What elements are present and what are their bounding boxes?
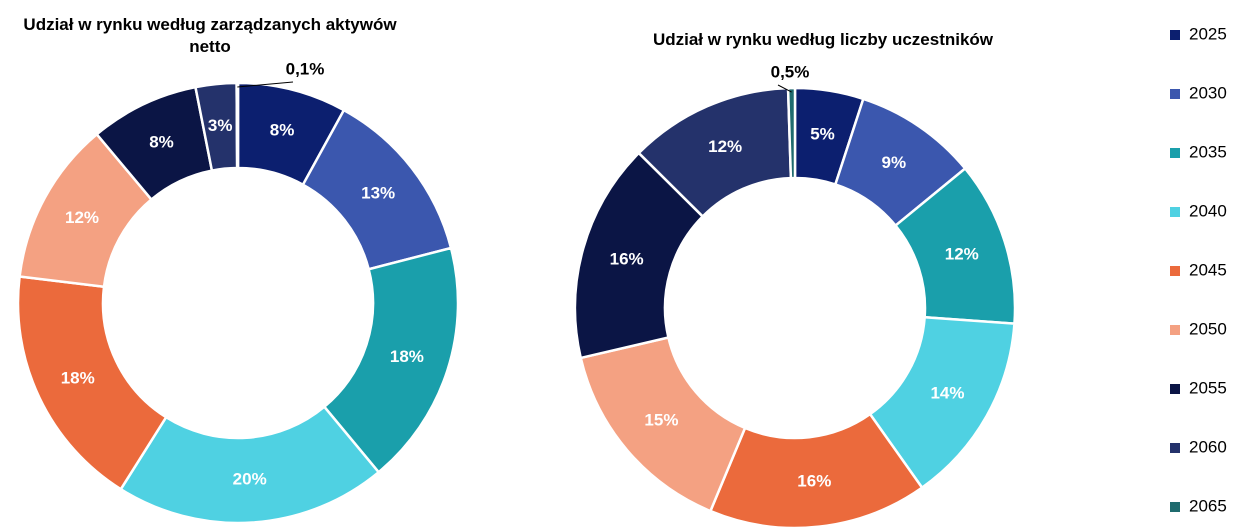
data-label: 3% — [208, 116, 233, 135]
legend-label: 2065 — [1189, 496, 1227, 515]
legend-label: 2035 — [1189, 142, 1227, 161]
donut-slice — [119, 405, 381, 525]
data-label: 16% — [797, 471, 831, 490]
legend-swatch — [1170, 325, 1180, 335]
data-label: 13% — [361, 184, 395, 203]
chart-title: Udział w rynku według zarządzanych aktyw… — [23, 15, 397, 56]
leader-line — [237, 81, 294, 88]
data-label: 14% — [930, 383, 964, 402]
legend-swatch — [1170, 443, 1180, 453]
data-label: 12% — [945, 244, 979, 263]
donut-slice — [235, 81, 240, 170]
data-label: 8% — [149, 132, 174, 151]
data-label: 5% — [810, 125, 835, 144]
data-label: 18% — [61, 369, 95, 388]
data-label: 12% — [65, 208, 99, 227]
data-label: 18% — [390, 347, 424, 366]
data-label: 9% — [882, 153, 907, 172]
legend-swatch — [1170, 266, 1180, 276]
chart-title: Udział w rynku według liczby uczestników — [652, 30, 994, 49]
legend-label: 2060 — [1189, 437, 1227, 456]
legend-label: 2055 — [1189, 378, 1227, 397]
data-label: 0,1% — [286, 59, 325, 78]
legend-label: 2045 — [1189, 260, 1227, 279]
data-label: 8% — [270, 121, 295, 140]
data-label: 20% — [233, 470, 267, 489]
legend-swatch — [1170, 30, 1180, 40]
legend-swatch — [1170, 502, 1180, 512]
donut-slice — [322, 246, 460, 474]
legend-label: 2040 — [1189, 201, 1227, 220]
legend-label: 2030 — [1189, 83, 1227, 102]
leader-line — [777, 84, 792, 93]
legend-swatch — [1170, 207, 1180, 217]
legend-label: 2050 — [1189, 319, 1227, 338]
legend-swatch — [1170, 148, 1180, 158]
legend-label: 2025 — [1189, 24, 1227, 43]
data-label: 16% — [610, 250, 644, 269]
legend-swatch — [1170, 384, 1180, 394]
data-label: 15% — [644, 411, 678, 430]
data-label: 12% — [708, 137, 742, 156]
data-label: 0,5% — [771, 62, 810, 81]
donut-slice — [16, 275, 168, 491]
donut-slice — [786, 86, 797, 180]
legend-swatch — [1170, 89, 1180, 99]
